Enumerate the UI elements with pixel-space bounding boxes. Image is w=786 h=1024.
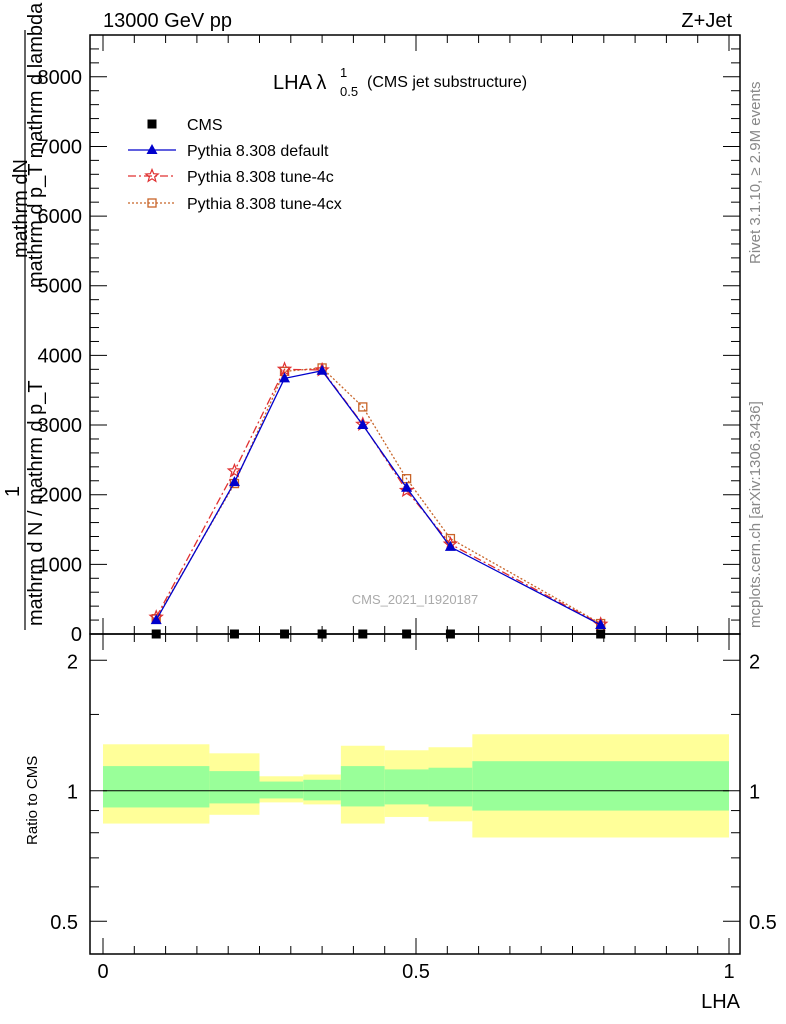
main-y-tick-labels: 0 1000 2000 3000 4000 5000 6000 7000 8000 — [38, 67, 83, 646]
main-axis-ticks — [90, 34, 740, 635]
ratio-band-inner — [103, 766, 210, 808]
ratio-band-inner — [340, 766, 385, 807]
main-y-axis-label: mathrm dN mathrm d p_T mathrm d lambda 1… — [2, 2, 47, 630]
legend-marker-default — [146, 144, 158, 154]
ratio-band-inner — [384, 769, 429, 805]
series-line-default — [155, 369, 601, 626]
ylabel-top: mathrm dN — [10, 159, 32, 258]
legend-label: Pythia 8.308 tune-4cx — [187, 196, 342, 213]
series-line-tune4c — [155, 368, 602, 625]
data-point-tune4c — [398, 482, 415, 498]
ratio-axis-ticks — [90, 634, 740, 954]
ratio-y-tick-label-right: 0.5 — [749, 912, 777, 934]
ratio-band-inner — [259, 781, 304, 799]
ratio-band-inner — [428, 767, 473, 807]
x-tick-label: 0.5 — [402, 961, 430, 983]
x-axis-label: LHA — [701, 991, 741, 1013]
series-tune4cx — [151, 363, 606, 629]
legend-marker-cms — [147, 119, 157, 129]
ratio-y-tick-label-left: 0.5 — [50, 912, 78, 934]
ratio-y-tick-label-right: 2 — [749, 651, 760, 673]
data-point-tune4cx — [358, 402, 368, 412]
legend-label: Pythia 8.308 default — [187, 143, 329, 160]
energy-label: 13000 GeV pp — [103, 10, 232, 32]
rivet-label: Rivet 3.1.10, ≥ 2.9M events — [747, 82, 764, 265]
y-tick-label: 4000 — [38, 345, 83, 367]
plot-title-suffix: (CMS jet substructure) — [367, 74, 527, 91]
ratio-y-tick-labels: 0.5 0.5 1 1 2 2 — [50, 651, 777, 934]
ratio-y-tick-label-left: 2 — [67, 651, 78, 673]
y-tick-label: 1000 — [38, 554, 83, 576]
legend-marker-tune4cx — [147, 198, 157, 208]
legend-item-tune4c: Pythia 8.308 tune-4c — [128, 167, 334, 186]
watermark: CMS_2021_I1920187 — [352, 592, 479, 607]
ylabel-numerator: 1 — [2, 486, 24, 497]
y-tick-label: 8000 — [38, 67, 83, 89]
data-point-default — [444, 540, 456, 551]
process-label: Z+Jet — [681, 10, 732, 32]
ylabel-denominator: mathrm d N / mathrm d p_T — [25, 380, 47, 626]
legend-label: Pythia 8.308 tune-4c — [187, 169, 334, 186]
y-tick-label: 3000 — [38, 415, 83, 437]
plot-title-sub: 0.5 — [340, 84, 358, 99]
x-tick-label: 1 — [723, 961, 734, 983]
legend-item-default: Pythia 8.308 default — [128, 143, 329, 160]
ratio-y-tick-label-right: 1 — [749, 782, 760, 804]
series-default — [150, 364, 607, 629]
legend-label: CMS — [187, 117, 223, 134]
ratio-bands — [103, 734, 729, 838]
data-point-tune4c — [276, 361, 293, 376]
ratio-band-inner — [303, 779, 341, 801]
ratio-plot-panel: 0.5 0.51 12 2 0 0.5 1 Ratio to CMS LHA — [24, 633, 777, 1013]
legend-item-tune4cx: Pythia 8.308 tune-4cx — [128, 196, 342, 213]
data-point-default — [401, 481, 413, 492]
legend-item-cms: CMS — [147, 117, 223, 134]
data-point-default — [228, 476, 240, 487]
data-point-default — [279, 372, 291, 383]
plot-title-sup: 1 — [340, 65, 347, 80]
ratio-y-tick-label-left: 1 — [67, 782, 78, 804]
x-tick-label: 0 — [97, 961, 108, 983]
y-tick-label: 5000 — [38, 276, 83, 298]
y-tick-label: 2000 — [38, 485, 83, 507]
data-point-default — [150, 614, 162, 625]
plot-title: LHA λ — [273, 72, 326, 94]
x-tick-labels: 0 0.5 1 — [97, 961, 734, 983]
series-line-tune4cx — [155, 367, 602, 625]
ratio-band-inner — [209, 771, 260, 804]
ylabel-top2: mathrm d p_T mathrm d lambda — [25, 2, 47, 288]
data-point-tune4c — [226, 462, 243, 478]
data-point-default — [357, 419, 369, 430]
data-point-default — [316, 364, 328, 375]
ratio-band-inner — [472, 761, 729, 811]
mcplots-label: mcplots.cern.ch [arXiv:1306.3436] — [747, 401, 764, 628]
ratio-frame — [89, 633, 741, 955]
y-tick-label: 6000 — [38, 206, 83, 228]
series-tune4c — [148, 361, 609, 631]
y-tick-label: 7000 — [38, 136, 83, 158]
legend-marker-tune4c — [144, 167, 160, 183]
legend: CMS Pythia 8.308 default Pythia 8.308 tune… — [128, 117, 342, 213]
y-tick-label: 0 — [71, 624, 82, 646]
data-point-default — [595, 618, 607, 629]
ratio-ylabel: Ratio to CMS — [24, 756, 41, 845]
